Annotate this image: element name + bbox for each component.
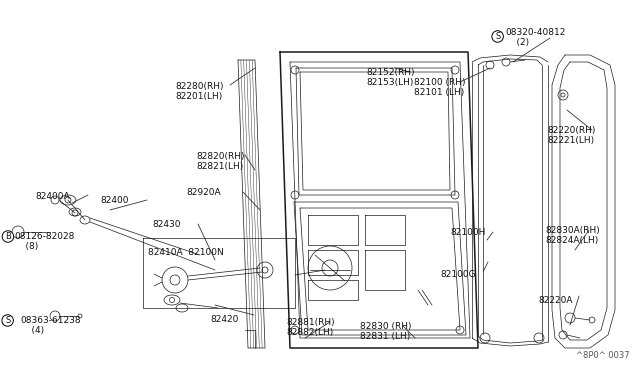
Text: 82830 (RH)
82831 (LH): 82830 (RH) 82831 (LH) xyxy=(360,322,412,341)
Text: 82400A: 82400A xyxy=(35,192,70,201)
Text: 82820(RH)
82821(LH): 82820(RH) 82821(LH) xyxy=(196,152,244,171)
Circle shape xyxy=(561,93,565,97)
Text: 08363-61238
    (4): 08363-61238 (4) xyxy=(20,316,81,336)
Text: 08126-82028
    (8): 08126-82028 (8) xyxy=(14,232,74,251)
Text: B: B xyxy=(5,232,11,241)
Circle shape xyxy=(78,314,82,318)
Text: 82100 (RH)
82101 (LH): 82100 (RH) 82101 (LH) xyxy=(414,78,465,97)
Text: 82400: 82400 xyxy=(100,196,129,205)
Text: 82830A(RH)
82824A(LH): 82830A(RH) 82824A(LH) xyxy=(545,226,600,246)
Text: ^8P0^ 0037: ^8P0^ 0037 xyxy=(577,351,630,360)
Text: 82430: 82430 xyxy=(152,220,180,229)
Text: 08320-40812
    (2): 08320-40812 (2) xyxy=(505,28,565,47)
Text: 82100H: 82100H xyxy=(450,228,485,237)
Text: 82220(RH)
82221(LH): 82220(RH) 82221(LH) xyxy=(547,126,595,145)
Text: S: S xyxy=(5,316,10,325)
Text: 82280(RH)
82201(LH): 82280(RH) 82201(LH) xyxy=(175,82,223,102)
Text: 82410A  82100N: 82410A 82100N xyxy=(148,248,224,257)
Text: 82152(RH)
82153(LH): 82152(RH) 82153(LH) xyxy=(366,68,415,87)
Text: 82420: 82420 xyxy=(210,315,238,324)
Text: 82920A: 82920A xyxy=(186,188,221,197)
Text: 82220A: 82220A xyxy=(538,296,573,305)
Text: 82100G: 82100G xyxy=(440,270,476,279)
Text: 82881(RH)
82882(LH): 82881(RH) 82882(LH) xyxy=(286,318,335,337)
Text: S: S xyxy=(495,32,500,41)
